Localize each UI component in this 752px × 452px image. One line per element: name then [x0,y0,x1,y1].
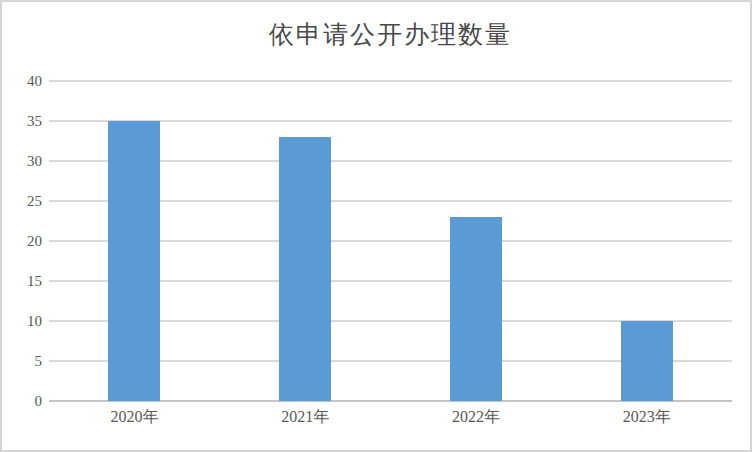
bar-slot [561,81,732,401]
x-tick-label: 2020年 [49,407,220,431]
y-tick-label: 0 [4,391,42,411]
x-tick-label: 2021年 [220,407,391,431]
bar-2021年 [279,137,331,401]
y-tick-label: 35 [4,111,42,131]
y-tick-label: 5 [4,351,42,371]
bar-2023年 [621,321,673,401]
bar-slot [391,81,562,401]
chart-container: 依申请公开办理数量 0510152025303540 2020年2021年202… [0,0,752,452]
x-tick-label: 2022年 [391,407,562,431]
y-tick-label: 25 [4,191,42,211]
y-tick-label: 15 [4,271,42,291]
y-tick-label: 20 [4,231,42,251]
chart-title: 依申请公开办理数量 [49,18,732,51]
y-tick-label: 30 [4,151,42,171]
y-tick-label: 10 [4,311,42,331]
x-axis-labels: 2020年2021年2022年2023年 [49,407,732,431]
plot-area [49,81,732,401]
bar-2022年 [450,217,502,401]
bar-slot [220,81,391,401]
bars-layer [49,81,732,401]
bar-slot [49,81,220,401]
bar-2020年 [108,121,160,401]
y-tick-label: 40 [4,71,42,91]
y-axis-labels: 0510152025303540 [4,81,42,401]
x-tick-label: 2023年 [561,407,732,431]
